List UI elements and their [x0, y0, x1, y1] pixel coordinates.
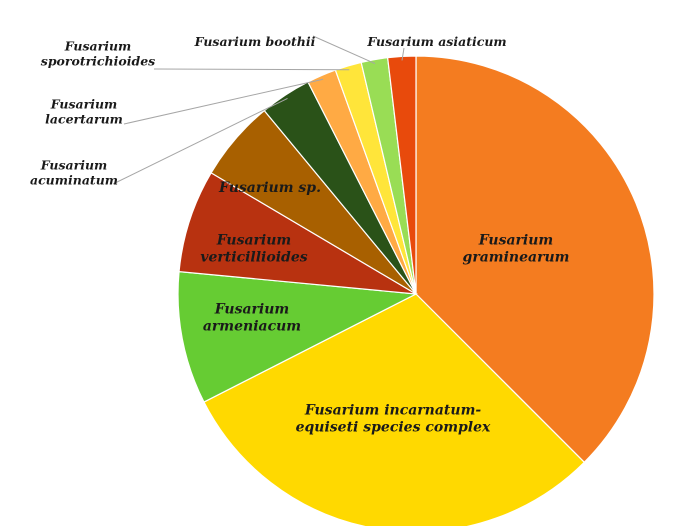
slice-label-fusarium-graminearum: Fusarium graminearum: [463, 233, 570, 266]
leader-line-fusarium-boothii: [312, 35, 376, 65]
pie-slice-fusarium-armeniacum: [177, 270, 419, 403]
slice-label-fusarium-sp: Fusarium sp.: [218, 180, 321, 196]
slice-label-fusarium-armeniacum: Fusarium armeniacum: [203, 302, 301, 335]
slices-layer: [177, 55, 655, 531]
leader-lines-layer: [112, 35, 405, 185]
leader-line-fusarium-asiaticum: [401, 47, 405, 61]
pie-slice-fusarium-verticillioides: [178, 172, 417, 295]
slice-label-fusarium-boothii: Fusarium boothii: [194, 34, 316, 49]
leader-line-fusarium-acuminatum: [112, 97, 288, 185]
pie-slice-fusarium-asiaticum: [386, 55, 417, 295]
pie-slice-fusarium-graminearum: [415, 55, 655, 464]
leader-line-fusarium-lacertarum: [123, 78, 324, 125]
slice-label-fusarium-asiaticum: Fusarium asiaticum: [366, 34, 506, 49]
slice-label-fusarium-verticillioides: Fusarium verticillioides: [200, 233, 307, 266]
leader-line-fusarium-sporotrichioides: [153, 68, 350, 71]
labels-layer: Fusarium graminearum Fusarium incarnatum-e…: [30, 34, 569, 436]
slice-label-fusarium-acuminatum: Fusarium acuminatum: [30, 158, 118, 188]
slice-label-fusarium-sporotrichioides: Fusarium sporotrichioides: [41, 39, 155, 69]
slice-label-fusarium-incarnatum-equiseti-species-complex: Fusarium incarnatum-equiseti species com…: [296, 403, 491, 436]
slice-label-fusarium-lacertarum: Fusarium lacertarum: [45, 97, 123, 127]
